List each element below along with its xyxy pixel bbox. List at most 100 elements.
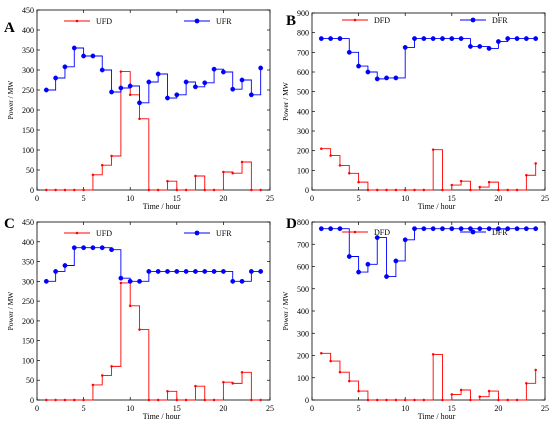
legend-label: UFD xyxy=(96,17,112,26)
data-point xyxy=(514,36,520,41)
data-point xyxy=(220,69,226,75)
data-point xyxy=(156,398,160,402)
x-axis-label: Time / hour xyxy=(418,412,456,421)
series-line-ufr xyxy=(46,247,261,282)
legend-swatch-marker xyxy=(470,17,476,23)
x-tick-label: 0 xyxy=(35,194,39,203)
data-point xyxy=(384,75,389,81)
data-point xyxy=(459,179,463,183)
data-point xyxy=(165,95,170,101)
data-point xyxy=(90,53,96,59)
data-point xyxy=(203,188,207,192)
y-tick-label: 900 xyxy=(297,9,309,18)
data-point xyxy=(138,117,141,121)
data-point xyxy=(385,398,388,402)
data-point xyxy=(137,100,142,106)
y-tick-label: 200 xyxy=(297,147,309,156)
y-tick-label: 200 xyxy=(22,317,34,326)
data-point xyxy=(346,254,352,259)
data-point xyxy=(357,180,360,184)
panel-a: A0 5 10 15 20 25050100150200250300350400450Ti… xyxy=(4,6,274,211)
y-tick-label: 700 xyxy=(297,240,309,249)
data-point xyxy=(110,365,113,368)
data-point xyxy=(202,269,208,274)
data-point xyxy=(250,188,253,192)
data-point xyxy=(127,83,133,89)
data-point xyxy=(119,70,123,73)
data-point xyxy=(91,173,95,177)
data-point xyxy=(450,393,454,396)
data-point xyxy=(53,75,59,81)
data-point xyxy=(365,261,371,267)
y-tick-label: 450 xyxy=(22,218,34,227)
data-point xyxy=(230,86,236,92)
x-tick-label: 20 xyxy=(219,404,227,413)
data-point xyxy=(222,380,225,384)
data-point xyxy=(81,245,87,251)
y-tick-label: 500 xyxy=(297,285,309,294)
legend-swatch-marker xyxy=(353,230,357,234)
data-point xyxy=(329,154,332,157)
axes-frame xyxy=(311,221,546,401)
data-point xyxy=(486,226,492,232)
data-point xyxy=(259,398,262,402)
data-point xyxy=(212,188,216,192)
y-tick-label: 300 xyxy=(297,127,309,136)
data-point xyxy=(100,374,104,377)
data-point xyxy=(337,226,343,232)
data-point xyxy=(486,46,492,51)
data-point xyxy=(127,278,133,284)
data-point xyxy=(506,398,510,402)
data-point xyxy=(81,53,87,59)
data-point xyxy=(71,45,77,51)
panel-letter: B xyxy=(286,13,296,29)
data-point xyxy=(146,269,152,274)
data-point xyxy=(346,49,352,55)
data-point xyxy=(413,398,416,402)
data-point xyxy=(174,92,180,98)
y-tick-label: 800 xyxy=(297,218,309,227)
x-tick-label: 5 xyxy=(357,404,361,413)
data-point xyxy=(534,368,537,372)
x-tick-label: 15 xyxy=(173,404,181,413)
data-point xyxy=(356,269,361,275)
data-point xyxy=(384,274,389,279)
data-point xyxy=(45,398,48,402)
data-point xyxy=(231,171,235,175)
data-point xyxy=(374,235,380,240)
x-tick-label: 20 xyxy=(219,194,227,203)
y-tick-label: 600 xyxy=(297,68,309,77)
data-point xyxy=(394,398,398,402)
data-point xyxy=(430,36,436,41)
data-point xyxy=(506,188,510,192)
y-tick-label: 300 xyxy=(22,277,34,286)
data-point xyxy=(320,351,323,355)
data-point xyxy=(110,154,113,158)
series-ufd xyxy=(45,70,262,192)
panel-letter: D xyxy=(286,216,297,232)
data-point xyxy=(374,76,380,82)
y-axis-label: Power / MW xyxy=(6,80,15,120)
data-point xyxy=(478,395,482,398)
data-point xyxy=(356,63,361,69)
data-point xyxy=(402,237,408,243)
data-point xyxy=(487,389,491,393)
y-tick-label: 0 xyxy=(30,396,34,405)
data-point xyxy=(487,180,491,184)
y-tick-label: 100 xyxy=(297,374,309,383)
data-point xyxy=(220,269,226,274)
x-tick-label: 5 xyxy=(357,194,361,203)
y-tick-label: 0 xyxy=(305,396,309,405)
x-tick-label: 20 xyxy=(494,404,502,413)
data-point xyxy=(505,226,511,232)
series-ufr xyxy=(43,245,264,284)
data-point xyxy=(184,398,188,402)
data-point xyxy=(366,398,370,402)
data-point xyxy=(385,188,388,192)
series-dfd xyxy=(320,147,537,192)
data-point xyxy=(421,36,427,41)
data-point xyxy=(449,36,455,41)
data-point xyxy=(82,398,85,402)
x-tick-label: 25 xyxy=(541,404,549,413)
data-point xyxy=(128,304,132,308)
